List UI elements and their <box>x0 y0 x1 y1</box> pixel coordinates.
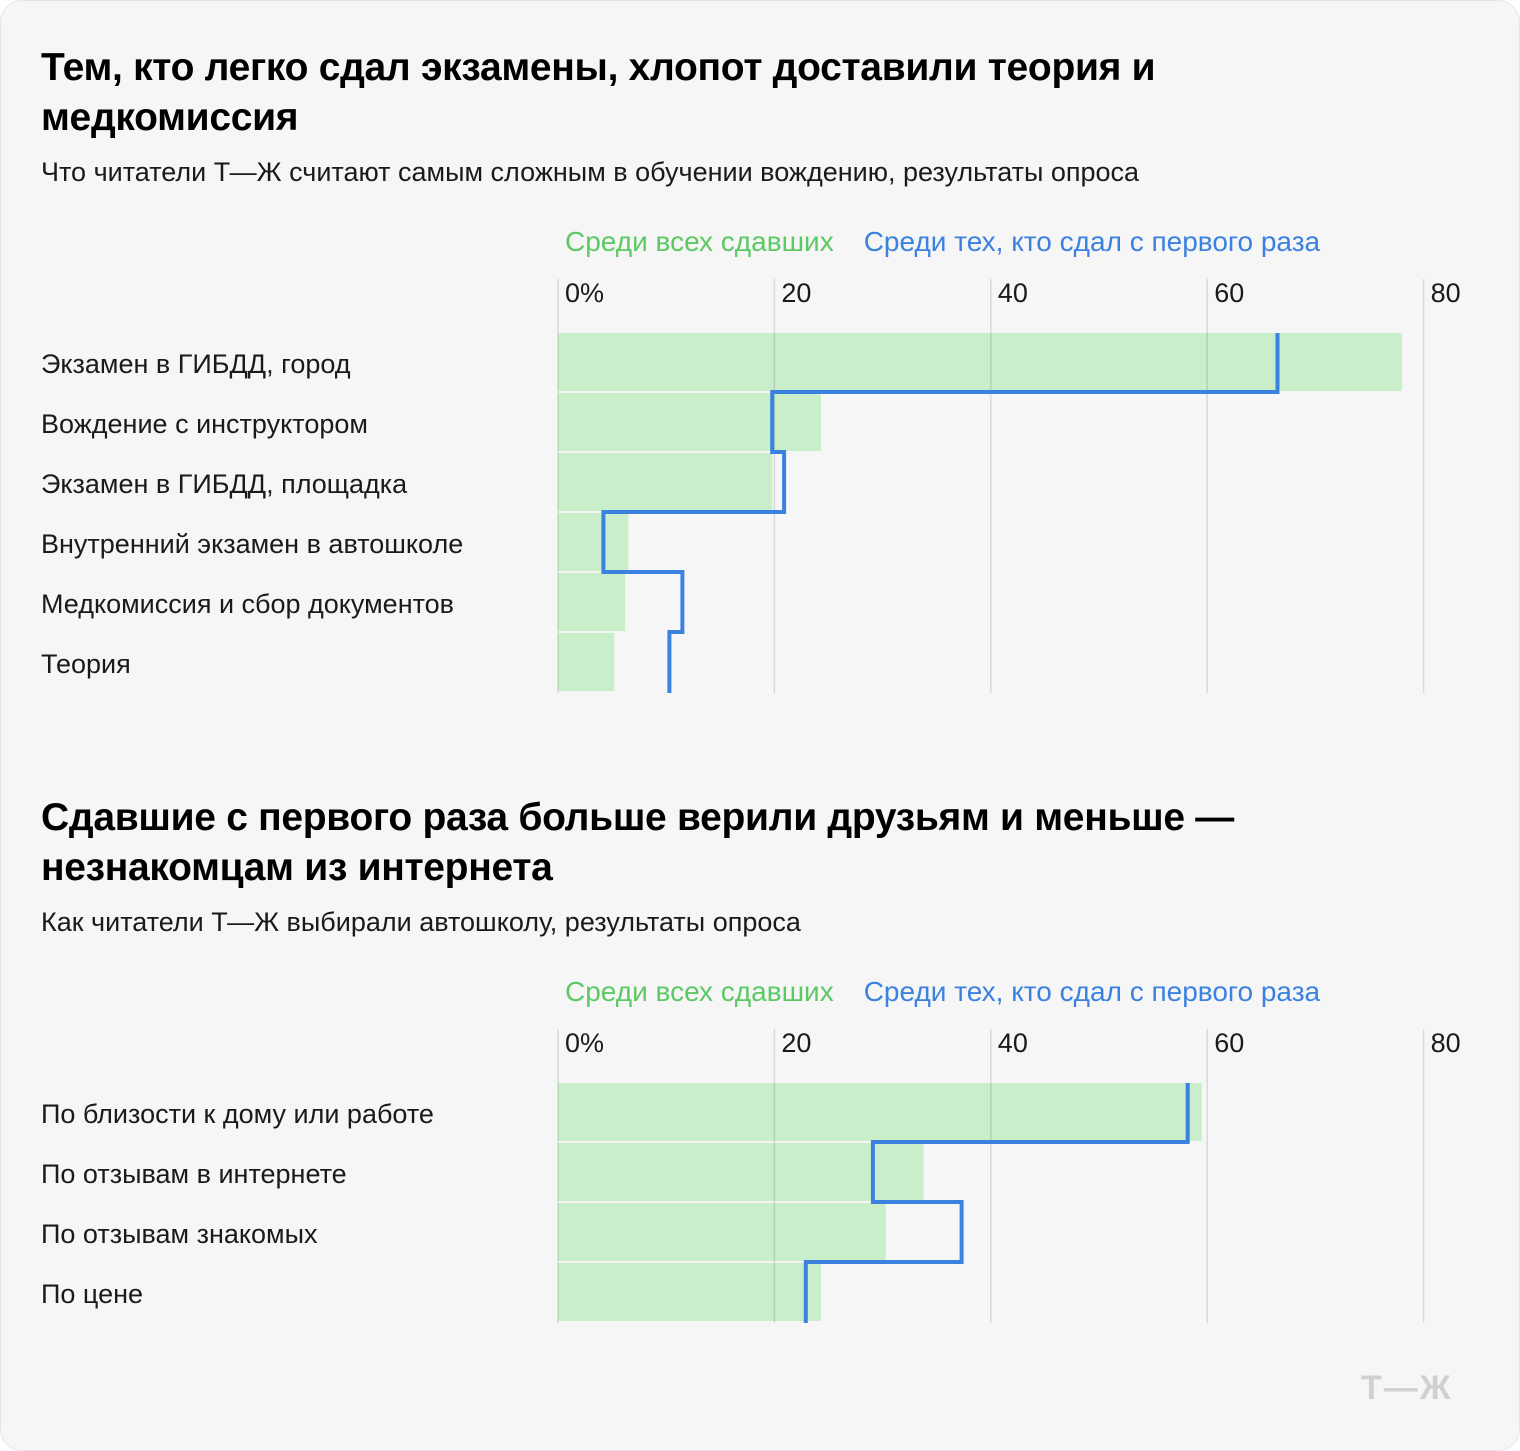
step-line-first-attempt <box>601 333 1280 693</box>
x-tick-label: 20 <box>781 278 811 308</box>
bar-all-passed <box>558 333 1402 391</box>
bar-all-passed <box>558 513 629 571</box>
school-choice-chart: 0% 20 40 60 80 По близости к дому или работе П… <box>41 1028 1461 1323</box>
legend-first-attempt: Среди тех, кто сдал с первого раза <box>863 226 1321 257</box>
x-tick-label: 0% <box>565 278 604 308</box>
x-tick-label: 80 <box>1431 1028 1461 1058</box>
category-label: Вождение с инструктором <box>41 409 368 439</box>
chart-subtitle: Что читатели Т—Ж считают самым сложным в… <box>41 157 1140 187</box>
bar-all-passed <box>558 633 615 691</box>
legend-all-passed: Среди всех сдавших <box>565 226 834 257</box>
x-tick-label: 20 <box>781 1028 811 1058</box>
bar-all-passed <box>558 1143 924 1201</box>
bar-all-passed <box>558 1203 886 1261</box>
bar-all-passed <box>558 1083 1202 1141</box>
bar-all-passed <box>558 573 626 631</box>
chart-subtitle: Как читатели Т—Ж выбирали автошколу, рез… <box>41 907 801 937</box>
chart-legend: Среди всех сдавших Среди тех, кто сдал с … <box>565 225 1320 259</box>
x-tick-label: 60 <box>1214 278 1244 308</box>
category-label: Экзамен в ГИБДД, площадка <box>41 469 408 499</box>
bar-all-passed <box>558 453 773 511</box>
chart-title: Сдавшие с первого раза больше верили дру… <box>41 796 1234 889</box>
x-tick-label: 80 <box>1431 278 1461 308</box>
x-tick-label: 40 <box>998 1028 1028 1058</box>
category-label: По отзывам знакомых <box>41 1219 318 1249</box>
step-line-first-attempt <box>803 1083 1190 1323</box>
category-label: Экзамен в ГИБДД, город <box>41 349 351 379</box>
category-label: По отзывам в интернете <box>41 1159 347 1189</box>
category-label: Внутренний экзамен в автошколе <box>41 529 463 559</box>
hardest-part-chart: 0% 20 40 60 80 Экзамен в ГИБДД, город Вождение… <box>41 278 1461 693</box>
category-label: По близости к дому или работе <box>41 1099 434 1129</box>
legend-all-passed: Среди всех сдавших <box>565 976 834 1007</box>
bar-all-passed <box>558 1263 821 1321</box>
category-label: Теория <box>41 649 131 679</box>
category-label: По цене <box>41 1279 143 1309</box>
category-label: Медкомиссия и сбор документов <box>41 589 454 619</box>
bar-all-passed <box>558 393 821 451</box>
x-tick-label: 0% <box>565 1028 604 1058</box>
chart-legend: Среди всех сдавших Среди тех, кто сдал с … <box>565 975 1320 1009</box>
tzh-logo: Т—Ж <box>1361 1369 1453 1407</box>
x-tick-label: 60 <box>1214 1028 1244 1058</box>
chart-title: Тем, кто легко сдал экзамены, хлопот дос… <box>41 46 1156 139</box>
x-tick-label: 40 <box>998 278 1028 308</box>
legend-first-attempt: Среди тех, кто сдал с первого раза <box>863 976 1321 1007</box>
